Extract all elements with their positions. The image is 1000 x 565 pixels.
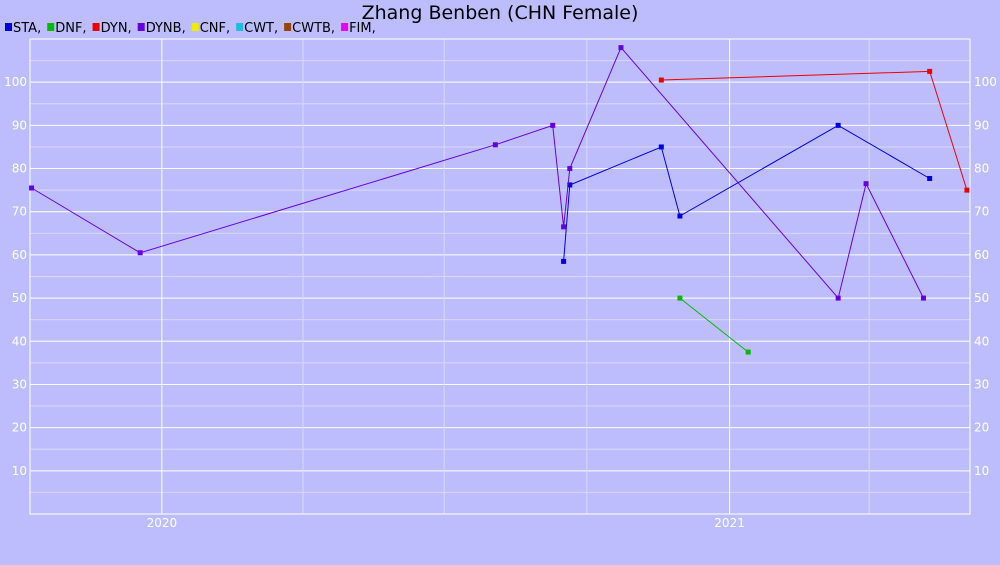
y-tick-label-right: 10 [974, 464, 989, 478]
legend: STA, DNF, DYN, DYNB, CNF, CWT, CWTB, FIM, [5, 21, 376, 36]
series-line [563, 124, 930, 262]
y-tick-label-right: 70 [974, 205, 989, 219]
legend-item: DYNB, [137, 21, 186, 36]
data-point [835, 295, 841, 301]
data-point [29, 185, 35, 191]
y-tick-label-left: 40 [12, 334, 27, 348]
y-tick-label-right: 90 [974, 118, 989, 132]
y-tick-label-left: 100 [4, 75, 27, 89]
series [29, 45, 970, 355]
x-tick-label: 2020 [147, 516, 178, 530]
y-tick-label-left: 80 [12, 162, 27, 176]
y-tick-label-right: 40 [974, 334, 989, 348]
legend-label: DNF, [55, 21, 86, 36]
data-point [677, 213, 683, 219]
legend-item: DNF, [47, 21, 87, 36]
legend-swatch [236, 23, 244, 31]
data-point [835, 122, 841, 128]
y-tick-label-right: 60 [974, 248, 989, 262]
legend-item: CWTB, [284, 21, 335, 36]
data-point [561, 258, 567, 264]
legend-label: FIM, [349, 21, 376, 36]
legend-swatch [47, 23, 55, 31]
legend-item: CWT, [236, 21, 278, 36]
data-point [745, 349, 751, 355]
y-tick-label-left: 60 [12, 248, 27, 262]
y-tick-label-right: 20 [974, 421, 989, 435]
legend-label: STA, [13, 21, 41, 36]
legend-swatch [284, 23, 292, 31]
legend-label: DYN, [101, 21, 132, 36]
y-tick-label-right: 30 [974, 377, 989, 391]
x-tick-label: 2021 [714, 516, 745, 530]
legend-item: CNF, [191, 21, 230, 36]
y-tick-label-left: 70 [12, 205, 27, 219]
series-dyn [658, 68, 970, 193]
legend-item: STA, [5, 21, 41, 36]
y-tick-label-right: 50 [974, 291, 989, 305]
plot-area-border [29, 38, 971, 515]
data-point [618, 45, 624, 51]
legend-swatch [92, 23, 100, 31]
data-point [863, 181, 869, 187]
legend-item: FIM, [341, 21, 376, 36]
series-dnf [677, 295, 751, 355]
y-tick-label-right: 80 [974, 162, 989, 176]
series-dynb [29, 45, 926, 301]
legend-label: CWT, [244, 21, 278, 36]
data-point [920, 295, 926, 301]
y-tick-label-left: 30 [12, 377, 27, 391]
legend-swatch [5, 23, 12, 31]
data-point [137, 250, 143, 256]
legend-swatch [137, 23, 145, 31]
chart-title: Zhang Benben (CHN Female) [362, 2, 639, 24]
legend-swatch [341, 23, 349, 31]
grid [30, 39, 970, 514]
data-point [964, 187, 970, 193]
data-point [550, 122, 556, 128]
y-tick-label-right: 100 [974, 75, 997, 89]
data-point [561, 224, 567, 230]
data-point [927, 175, 933, 181]
data-point [677, 295, 683, 301]
legend-item: DYN, [92, 21, 132, 36]
legend-label: CWTB, [292, 21, 335, 36]
data-point [658, 77, 664, 83]
y-tick-label-left: 90 [12, 118, 27, 132]
data-point [492, 142, 498, 148]
legend-label: CNF, [200, 21, 230, 36]
data-point [567, 182, 573, 188]
series-line [31, 46, 924, 300]
y-tick-label-left: 10 [12, 464, 27, 478]
series-sta [561, 122, 933, 264]
series-line [679, 297, 749, 353]
data-point [658, 144, 664, 150]
data-point [927, 68, 933, 74]
legend-label: DYNB, [146, 21, 186, 36]
y-tick-label-left: 50 [12, 291, 27, 305]
legend-swatch [191, 23, 199, 31]
y-tick-label-left: 20 [12, 421, 27, 435]
data-point [567, 166, 573, 172]
